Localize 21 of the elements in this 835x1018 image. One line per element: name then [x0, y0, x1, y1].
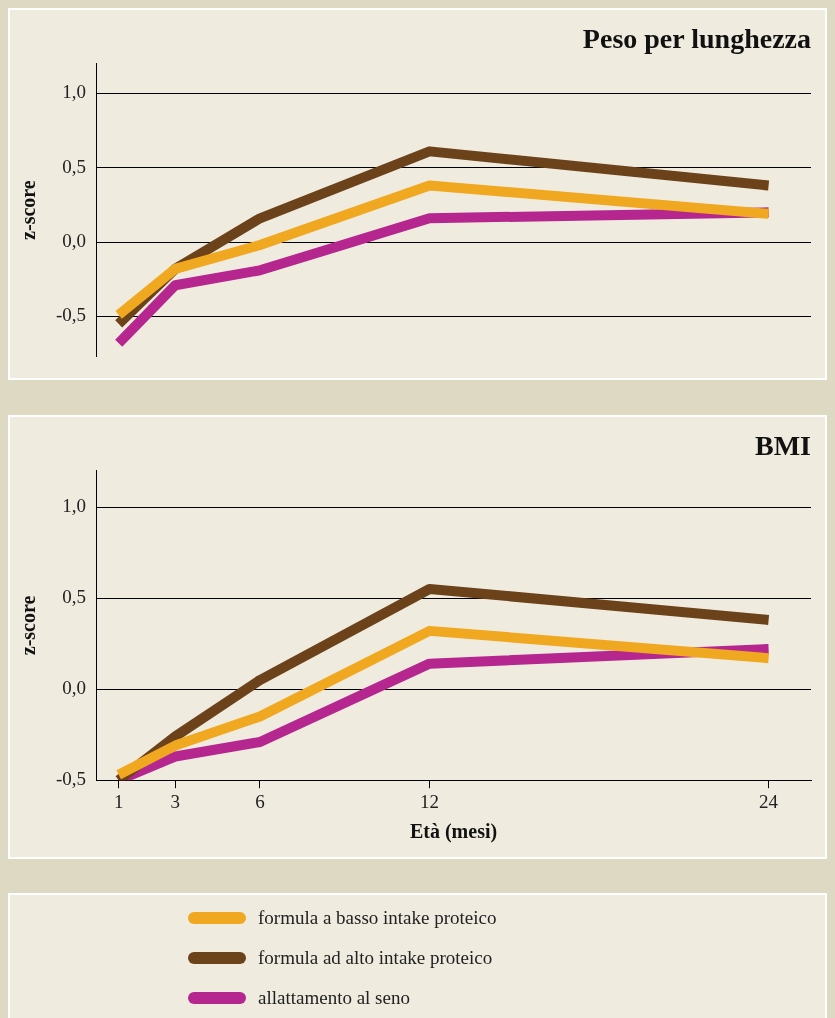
x-tick-label: 3: [170, 790, 180, 812]
y-tick-label: 0,5: [62, 586, 87, 608]
x-axis-title: Età (mesi): [409, 820, 498, 844]
y-tick-label: 1,0: [62, 495, 87, 517]
y-tick-label: 1,0: [62, 81, 87, 103]
chart-title: BMI: [755, 430, 811, 462]
legend-label: formula ad alto intake proteico: [258, 947, 493, 969]
y-tick-label: -0,5: [56, 304, 87, 326]
x-tick-label: 24: [759, 790, 779, 812]
y-tick-label: -0,5: [56, 768, 87, 790]
y-tick-label: 0,0: [62, 677, 87, 699]
legend-label: formula a basso intake proteico: [258, 907, 497, 929]
y-axis-title: z-score: [17, 180, 40, 240]
y-tick-label: 0,0: [62, 230, 87, 252]
y-axis-title: z-score: [17, 595, 40, 656]
x-tick-label: 6: [255, 790, 265, 812]
x-tick-label: 12: [420, 790, 440, 812]
legend-label: allattamento al seno: [258, 987, 410, 1009]
chart-title: Peso per lunghezza: [582, 23, 811, 55]
x-tick-label: 1: [113, 790, 124, 812]
y-tick-label: 0,5: [62, 155, 87, 177]
